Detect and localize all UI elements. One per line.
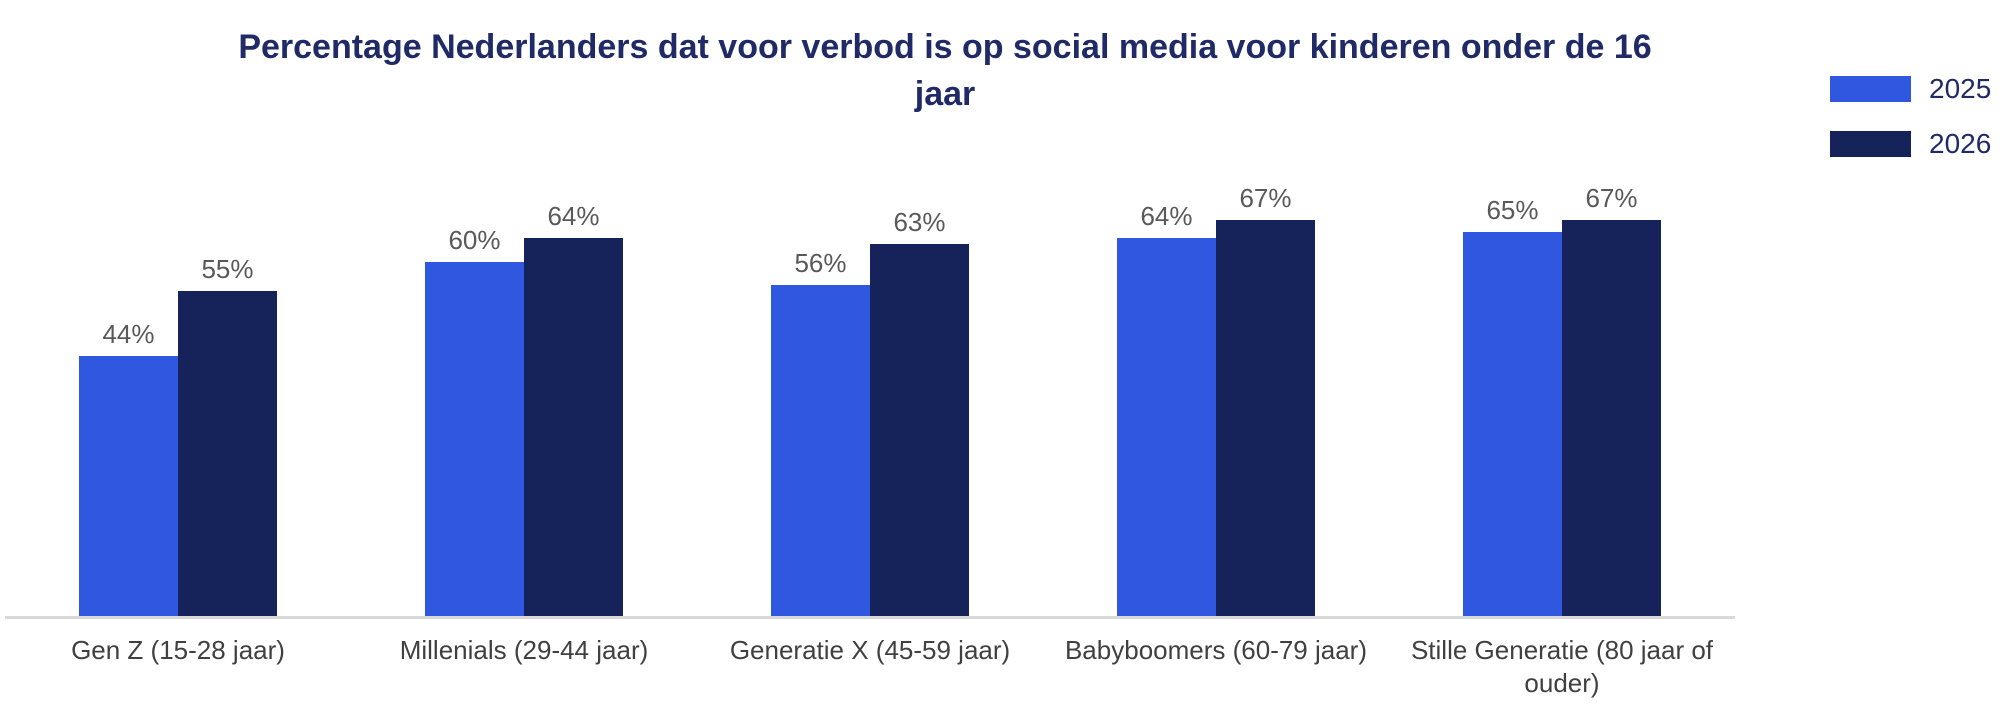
bar-column-2026: 64% [524,203,623,617]
bar-column-2025: 56% [771,250,870,617]
x-axis-label: Millenials (29-44 jaar) [399,635,649,665]
legend-item-2026: 2026 [1830,128,1992,159]
legend-item-2025: 2025 [1830,73,1992,104]
x-axis-label: Stille Generatie (80 jaar of ouder) [1410,635,1714,699]
bar-value-label: 56% [794,248,847,278]
bar-pair: 44% 55% [79,256,277,617]
bar-column-2026: 67% [1562,185,1661,617]
bar-column-2025: 44% [79,321,178,617]
x-axis-label: Generatie X (45-59 jaar) [729,635,1011,665]
bar-group: 44% 55% [5,256,351,617]
x-axis-label: Gen Z (15-28 jaar) [71,635,285,665]
legend-label-2026: 2026 [1929,128,1992,159]
bar-pair: 65% 67% [1463,185,1661,617]
bar-pair: 56% 63% [771,209,969,617]
bar-group: 64% 67% [1043,185,1389,617]
bar-column-2025: 60% [425,227,524,617]
bar-value-label: 67% [1585,183,1638,213]
bar-column-2025: 64% [1117,203,1216,617]
legend-label-2025: 2025 [1929,73,1992,104]
x-axis-label: Babyboomers (60-79 jaar) [1064,635,1368,665]
bar-column-2026: 55% [178,256,277,617]
bar-value-label: 67% [1239,183,1292,213]
x-axis-line [5,616,1735,619]
bar-2025 [1463,232,1562,617]
bar-value-label: 55% [201,254,254,284]
plot-area: 44% 55% 60% 64% 56% 63% 64% 67% 65% 67% [5,0,1735,617]
bar-2025 [771,285,870,617]
bar-column-2025: 65% [1463,197,1562,617]
bar-2025 [79,356,178,617]
chart-title-container: Percentage Nederlanders dat voor verbod … [0,24,1890,118]
bar-group: 65% 67% [1389,185,1735,617]
bar-pair: 64% 67% [1117,185,1315,617]
bar-2025 [425,262,524,617]
bar-2025 [1117,238,1216,617]
bar-value-label: 44% [102,319,155,349]
legend-swatch-2026 [1830,131,1911,157]
bar-value-label: 60% [448,225,501,255]
bar-2026 [524,238,623,617]
x-axis-labels: Gen Z (15-28 jaar) Millenials (29-44 jaar… [5,634,1735,701]
bar-value-label: 64% [547,201,600,231]
bar-value-label: 63% [893,207,946,237]
bar-value-label: 64% [1140,201,1193,231]
bar-2026 [1562,220,1661,617]
bar-2026 [178,291,277,617]
legend-swatch-2025 [1830,76,1911,102]
bar-2026 [870,244,969,617]
bar-group: 60% 64% [351,203,697,617]
bar-pair: 60% 64% [425,203,623,617]
bar-group: 56% 63% [697,209,1043,617]
bar-column-2026: 63% [870,209,969,617]
bar-2026 [1216,220,1315,617]
chart-title: Percentage Nederlanders dat voor verbod … [238,28,1652,113]
bar-column-2026: 67% [1216,185,1315,617]
bar-value-label: 65% [1486,195,1539,225]
chart-legend: 2025 2026 [1830,73,1992,186]
